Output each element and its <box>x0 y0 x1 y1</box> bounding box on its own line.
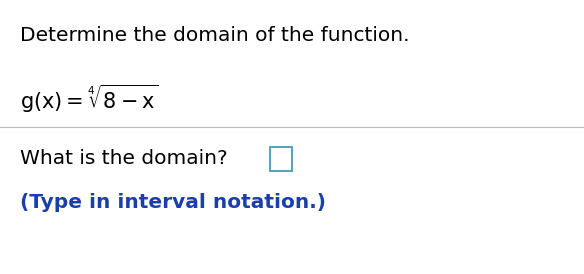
Text: Determine the domain of the function.: Determine the domain of the function. <box>20 26 409 45</box>
Text: (Type in interval notation.): (Type in interval notation.) <box>20 193 326 212</box>
Text: $\mathsf{g(x) = \sqrt[4]{8-x}}$: $\mathsf{g(x) = \sqrt[4]{8-x}}$ <box>20 83 159 115</box>
Bar <box>270 147 292 171</box>
Text: What is the domain?: What is the domain? <box>20 150 228 169</box>
